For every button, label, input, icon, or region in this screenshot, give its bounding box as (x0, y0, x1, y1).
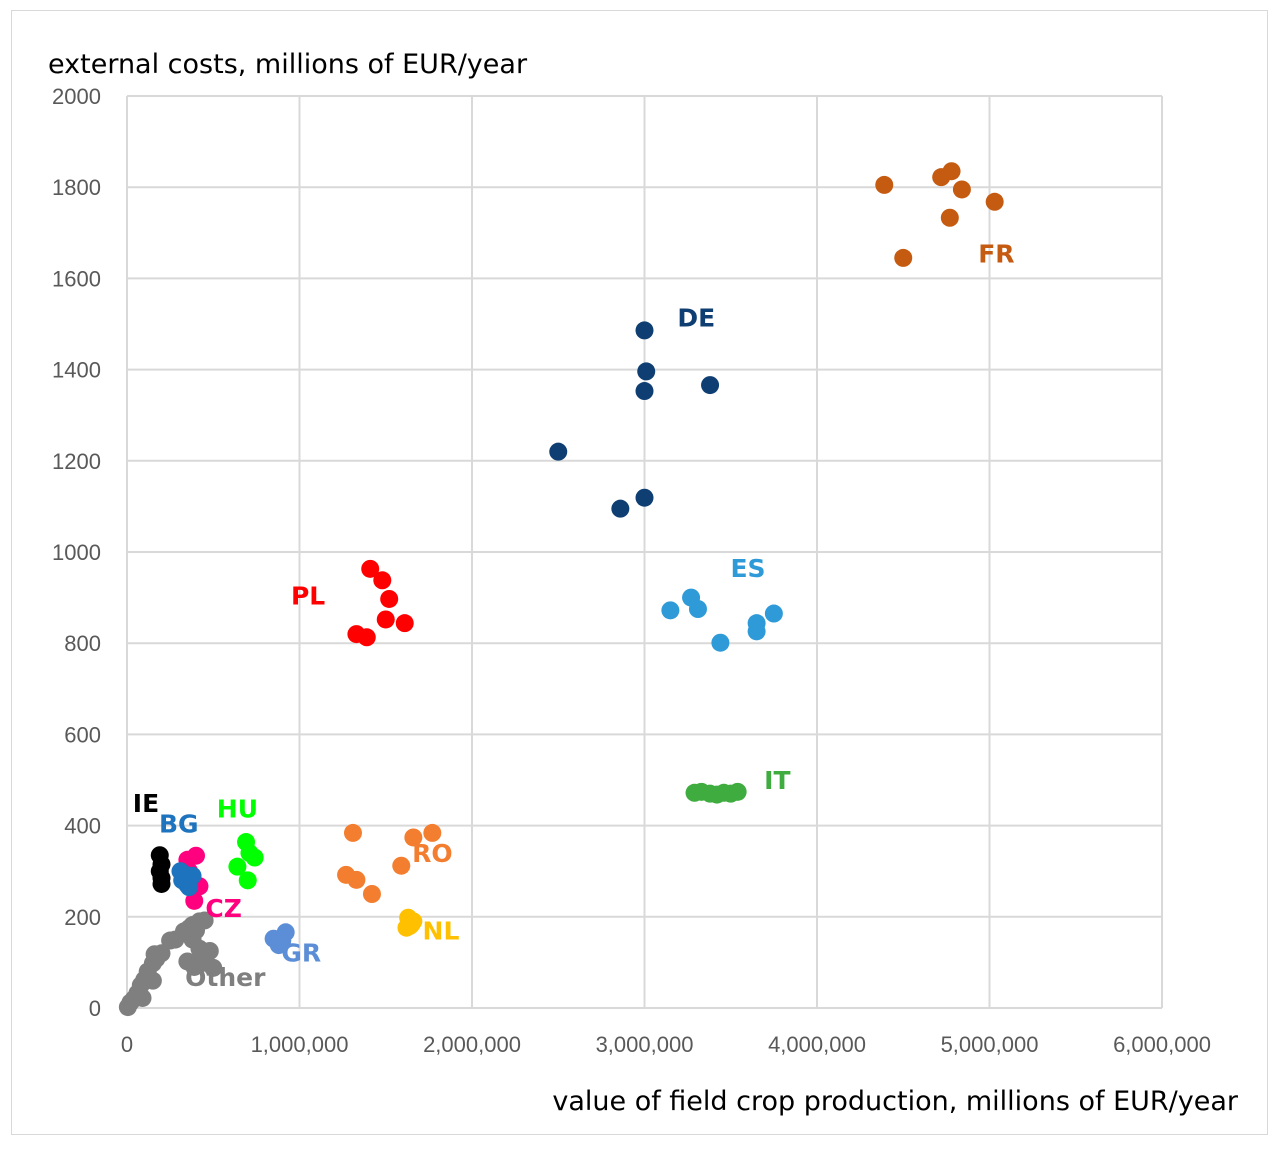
data-point (238, 871, 257, 890)
data-point (361, 559, 380, 578)
x-tick-label: 5,000,000 (941, 1032, 1039, 1057)
data-point (942, 162, 961, 181)
data-point (940, 208, 959, 227)
x-axis-tick-labels: 0 1,000,000 2,000,000 3,000,000 4,000,000 5,0… (121, 1032, 1211, 1057)
series-ie (150, 846, 171, 893)
y-tick-label: 1400 (52, 358, 101, 383)
data-point (347, 870, 366, 889)
chart-frame (11, 10, 1268, 1135)
data-point (637, 362, 656, 381)
series-label-it: IT (764, 766, 790, 795)
x-tick-label: 1,000,000 (251, 1032, 349, 1057)
data-point (402, 915, 421, 934)
y-axis-title: external costs, millions of EUR/year (48, 49, 528, 80)
series-label-ro: RO (412, 839, 453, 868)
y-tick-label: 800 (64, 631, 101, 656)
data-point (728, 782, 747, 801)
series-gr (264, 923, 295, 955)
data-point (875, 175, 894, 194)
data-point (228, 857, 247, 876)
data-point (764, 604, 783, 623)
data-point (343, 823, 362, 842)
y-axis-tick-labels: 0 200 400 600 800 1000 1200 1400 1600 1800 2000 (52, 84, 101, 1021)
y-tick-label: 400 (64, 814, 101, 839)
x-tick-label: 0 (121, 1032, 133, 1057)
data-point (635, 382, 654, 401)
data-point (635, 488, 654, 507)
data-point (380, 589, 399, 608)
series-label-cz: CZ (205, 894, 241, 923)
series-label-de: DE (677, 303, 715, 332)
data-point (392, 856, 411, 875)
data-point (152, 874, 171, 893)
data-point (245, 848, 264, 867)
data-point (404, 828, 423, 847)
series-label-other: Other (185, 963, 266, 992)
series-pl (347, 559, 414, 647)
x-tick-label: 6,000,000 (1113, 1032, 1211, 1057)
y-tick-label: 1200 (52, 449, 101, 474)
data-point (180, 919, 199, 938)
data-point (747, 622, 766, 641)
y-tick-label: 1600 (52, 266, 101, 291)
x-tick-label: 3,000,000 (596, 1032, 694, 1057)
series-label-es: ES (730, 554, 765, 583)
data-point (701, 376, 720, 395)
data-point (423, 823, 442, 842)
data-point (611, 499, 630, 518)
data-point (376, 610, 395, 629)
series-fr (875, 162, 1004, 267)
data-point (362, 885, 381, 903)
series-it (685, 782, 747, 804)
data-point (711, 633, 730, 652)
y-tick-label: 600 (64, 722, 101, 747)
data-point (395, 614, 414, 633)
data-points (118, 162, 1004, 1017)
data-point (635, 321, 654, 340)
y-tick-label: 200 (64, 905, 101, 930)
data-point (894, 248, 913, 267)
data-point (180, 878, 199, 897)
x-tick-label: 2,000,000 (423, 1032, 521, 1057)
series-nl (397, 908, 423, 937)
series-other (118, 911, 223, 1017)
series-label-ie: IE (133, 789, 159, 818)
series-bg (171, 862, 202, 897)
series-label-fr: FR (978, 239, 1014, 268)
data-point (357, 628, 376, 647)
y-tick-label: 1800 (52, 175, 101, 200)
y-tick-label: 1000 (52, 540, 101, 565)
series-label-hu: HU (217, 794, 258, 823)
data-point (549, 442, 568, 461)
series-ro (337, 823, 442, 903)
series-label-nl: NL (423, 917, 460, 946)
data-point (193, 948, 212, 967)
series-label-pl: PL (291, 581, 325, 610)
data-point (273, 931, 292, 950)
series-es (661, 588, 783, 652)
series-label-bg: BG (159, 809, 199, 838)
data-point (145, 945, 164, 964)
data-point (952, 180, 971, 199)
data-point (373, 571, 392, 590)
series-de (549, 321, 720, 518)
series-hu (228, 833, 264, 890)
data-point (185, 891, 204, 910)
y-tick-label: 0 (89, 996, 101, 1021)
gridlines (126, 95, 1163, 1009)
x-tick-label: 4,000,000 (768, 1032, 866, 1057)
y-tick-label: 2000 (52, 84, 101, 109)
data-point (661, 601, 680, 620)
data-point (688, 600, 707, 618)
x-axis-title: value of field crop production, millions… (552, 1086, 1239, 1117)
series-label-gr: GR (281, 938, 321, 967)
data-point (985, 192, 1004, 211)
